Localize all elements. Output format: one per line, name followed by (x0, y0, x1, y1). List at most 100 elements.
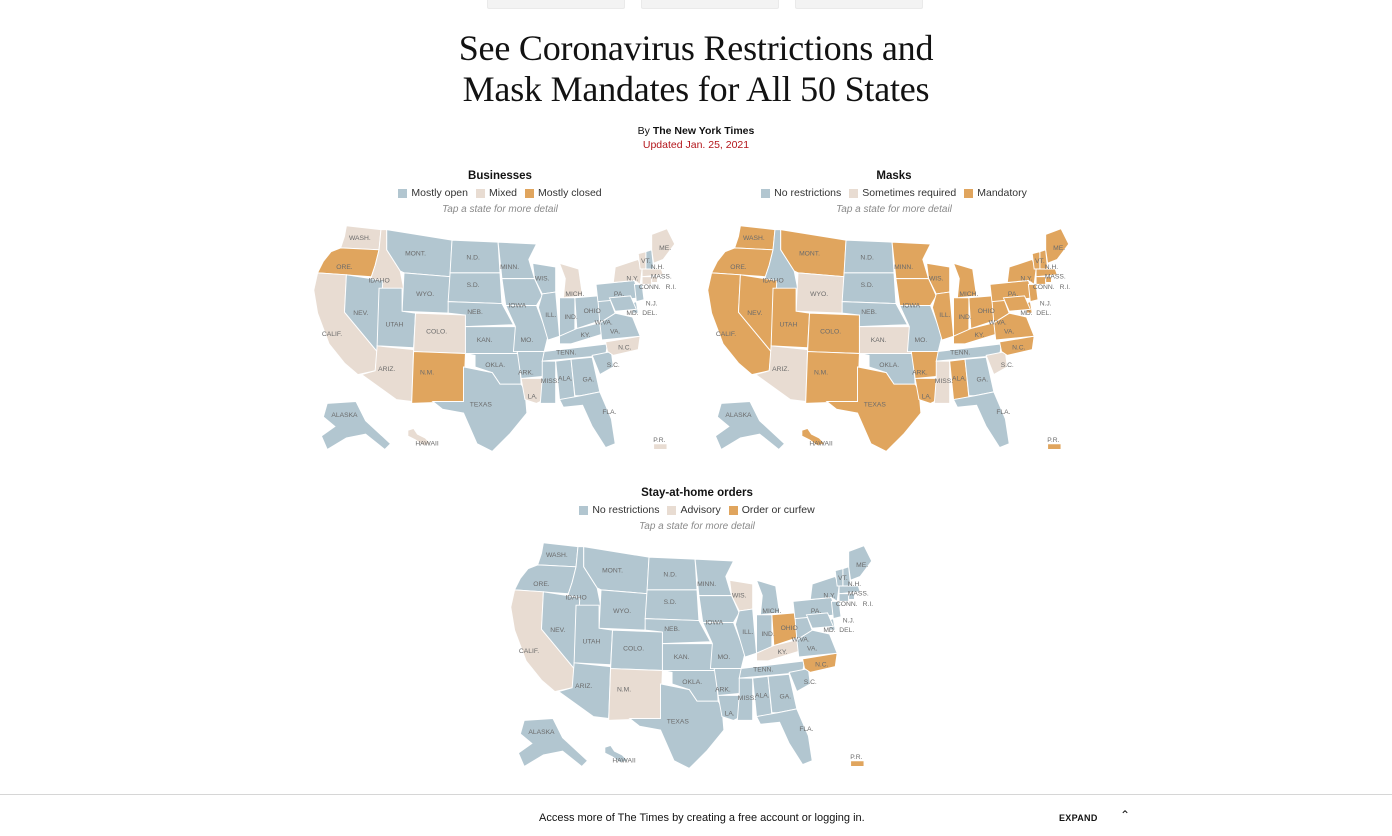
state-ct[interactable] (838, 593, 850, 602)
state-ak[interactable] (320, 400, 392, 451)
map-legend: No restrictions Sometimes required Manda… (694, 187, 1094, 199)
state-nj[interactable] (633, 283, 645, 303)
headline-line-1: See Coronavirus Restrictions and (458, 28, 934, 68)
state-hi[interactable] (407, 427, 432, 447)
state-me[interactable] (848, 545, 873, 581)
legend-item: Sometimes required (849, 187, 956, 199)
top-nav-tab[interactable] (641, 0, 779, 9)
state-ma[interactable] (641, 268, 664, 278)
state-label-hi: HAWAII (612, 758, 636, 765)
state-hi[interactable] (801, 427, 826, 447)
byline-prefix: By (637, 125, 653, 137)
state-tx[interactable] (628, 683, 725, 769)
state-mn[interactable] (694, 558, 735, 597)
state-label-ut: UTAH (583, 639, 601, 646)
state-md[interactable] (1002, 295, 1032, 312)
state-mn[interactable] (497, 241, 538, 280)
state-pr[interactable] (653, 443, 668, 450)
state-fl[interactable] (558, 391, 616, 449)
state-sc[interactable] (591, 350, 614, 376)
state-fl[interactable] (952, 391, 1010, 449)
state-ma[interactable] (1035, 268, 1058, 278)
state-nj[interactable] (1027, 283, 1039, 303)
state-ct[interactable] (641, 276, 653, 285)
state-tx[interactable] (825, 366, 922, 452)
state-fl[interactable] (755, 708, 813, 766)
top-nav-tab[interactable] (487, 0, 625, 9)
state-label-mn: MINN. (894, 264, 913, 271)
state-label-ak: ALASKA (725, 412, 752, 419)
state-or[interactable] (513, 564, 577, 595)
state-mi[interactable] (755, 579, 781, 616)
state-mn[interactable] (891, 241, 932, 280)
legend-swatch (398, 188, 408, 198)
stay-at-home-map-block: Stay-at-home orders No restrictions Advi… (497, 487, 897, 778)
expand-button[interactable]: EXPAND (1059, 813, 1098, 823)
state-label-me: ME. (1053, 245, 1065, 252)
state-me[interactable] (651, 228, 676, 264)
state-label-mn: MINN. (697, 581, 716, 588)
state-mi[interactable] (952, 262, 978, 299)
state-ak[interactable] (714, 400, 786, 451)
state-pr[interactable] (850, 760, 865, 767)
state-nm[interactable] (608, 668, 663, 721)
state-ri[interactable] (1045, 276, 1052, 283)
legend-item: Advisory (667, 504, 721, 516)
state-label-md: MD. (1020, 310, 1032, 317)
state-or[interactable] (710, 247, 774, 278)
state-ms[interactable] (539, 360, 557, 404)
state-label-ut: UTAH (386, 322, 404, 329)
state-sc[interactable] (985, 350, 1008, 376)
state-ma[interactable] (838, 585, 861, 595)
state-label-wv: W.VA. (595, 320, 613, 327)
state-tx[interactable] (431, 366, 528, 452)
legend-swatch (761, 188, 771, 198)
state-label-wy: WYO. (613, 608, 631, 615)
state-or[interactable] (316, 247, 380, 278)
state-label-al: ALA. (755, 692, 770, 699)
state-ri[interactable] (651, 276, 658, 283)
state-label-pa: PA. (614, 291, 624, 298)
legend-swatch (728, 505, 738, 515)
state-label-wv: W.VA. (989, 320, 1007, 327)
map-hint: Tap a state for more detail (639, 521, 755, 532)
state-ia[interactable] (501, 278, 543, 306)
state-md[interactable] (608, 295, 638, 312)
top-nav-tab[interactable] (795, 0, 923, 9)
state-label-ny: N.Y. (823, 593, 835, 600)
state-il[interactable] (931, 291, 955, 341)
legend-swatch (525, 188, 535, 198)
state-ms[interactable] (736, 677, 754, 721)
state-label-ar: ARK. (715, 687, 731, 694)
state-label-md: MD. (823, 627, 835, 634)
state-ia[interactable] (698, 595, 740, 623)
state-nm[interactable] (805, 351, 860, 404)
state-ct[interactable] (1035, 276, 1047, 285)
state-ri[interactable] (848, 593, 855, 600)
state-ak[interactable] (517, 717, 589, 768)
state-ms[interactable] (933, 360, 951, 404)
state-label-nj: N.J. (1040, 300, 1052, 307)
state-nm[interactable] (411, 351, 466, 404)
byline: By The New York Times (0, 125, 1392, 137)
state-pr[interactable] (1047, 443, 1062, 450)
state-il[interactable] (734, 608, 758, 658)
top-nav-tabs (487, 0, 923, 9)
state-hi[interactable] (604, 744, 629, 764)
state-ia[interactable] (895, 278, 937, 306)
state-mi[interactable] (558, 262, 584, 299)
legend-label: Order or curfew (741, 504, 815, 516)
chevron-up-icon[interactable]: ⌃ (1120, 808, 1131, 822)
state-label-wi: WIS. (732, 593, 747, 600)
state-sc[interactable] (788, 667, 811, 693)
state-label-ks: KAN. (477, 337, 493, 344)
state-md[interactable] (805, 612, 835, 629)
byline-author[interactable]: The New York Times (652, 125, 755, 137)
state-label-ma: MASS. (1045, 274, 1066, 281)
legend-label: Advisory (680, 504, 721, 516)
state-label-ks: KAN. (871, 337, 887, 344)
state-label-sc: S.C. (804, 679, 817, 686)
state-nj[interactable] (830, 600, 842, 620)
state-me[interactable] (1045, 228, 1070, 264)
state-il[interactable] (537, 291, 561, 341)
